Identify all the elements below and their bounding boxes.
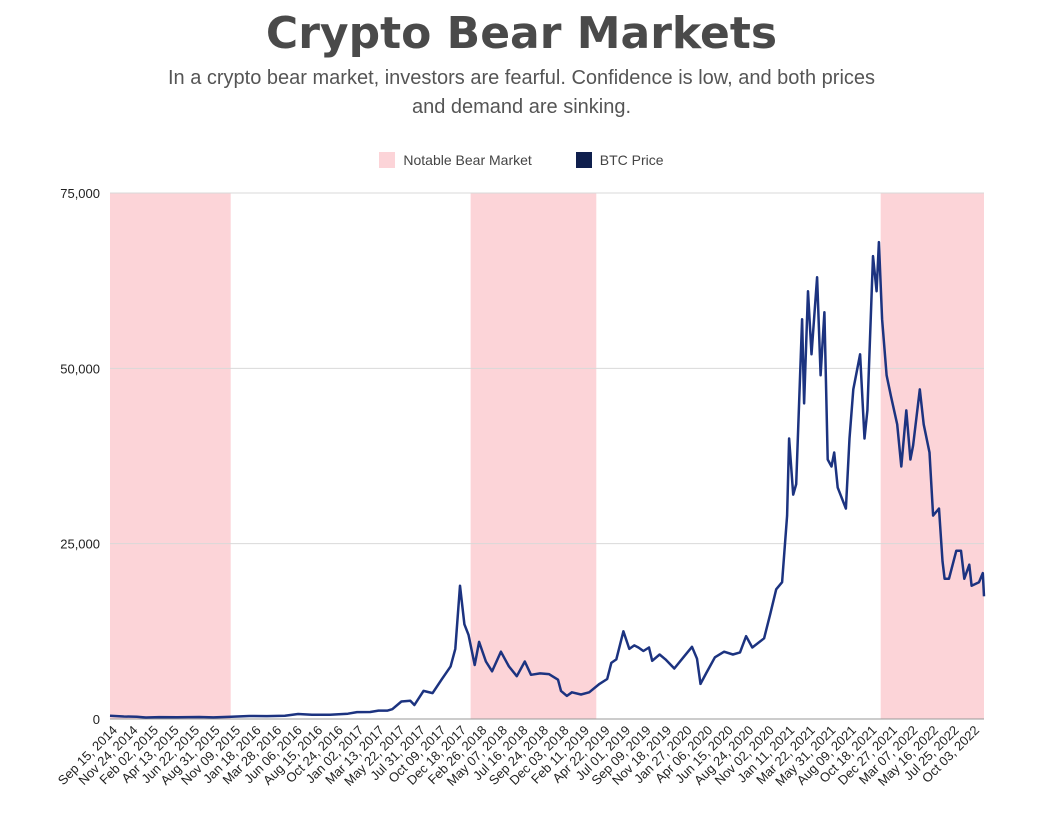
bear-market-bands — [110, 193, 984, 719]
y-tick-label-2: 50,000 — [60, 361, 100, 376]
bear-market-band-2 — [470, 193, 597, 719]
legend: Notable Bear Market BTC Price — [0, 152, 1043, 168]
bear-market-band-3 — [880, 193, 984, 719]
legend-item-btc-price: BTC Price — [575, 152, 664, 168]
legend-swatch-btc-price — [575, 152, 592, 168]
legend-item-bear-market: Notable Bear Market — [379, 152, 532, 168]
y-tick-label-3: 75,000 — [60, 186, 100, 201]
series-lines — [109, 240, 986, 719]
y-axis-labels: 0 25,000 50,000 75,000 — [60, 186, 100, 727]
legend-label-bear-market: Notable Bear Market — [403, 152, 532, 168]
grid-lines — [110, 192, 984, 720]
chart-title: Crypto Bear Markets — [265, 8, 778, 59]
legend-swatch-bear-market — [379, 152, 396, 168]
legend-label-btc-price: BTC Price — [599, 152, 664, 168]
chart-subtitle: In a crypto bear market, investors are f… — [167, 67, 876, 118]
y-tick-label-1: 25,000 — [60, 537, 100, 552]
y-tick-label-0: 0 — [93, 712, 100, 727]
series-line-btc-price — [109, 240, 986, 719]
bear-market-band-1 — [110, 193, 231, 719]
